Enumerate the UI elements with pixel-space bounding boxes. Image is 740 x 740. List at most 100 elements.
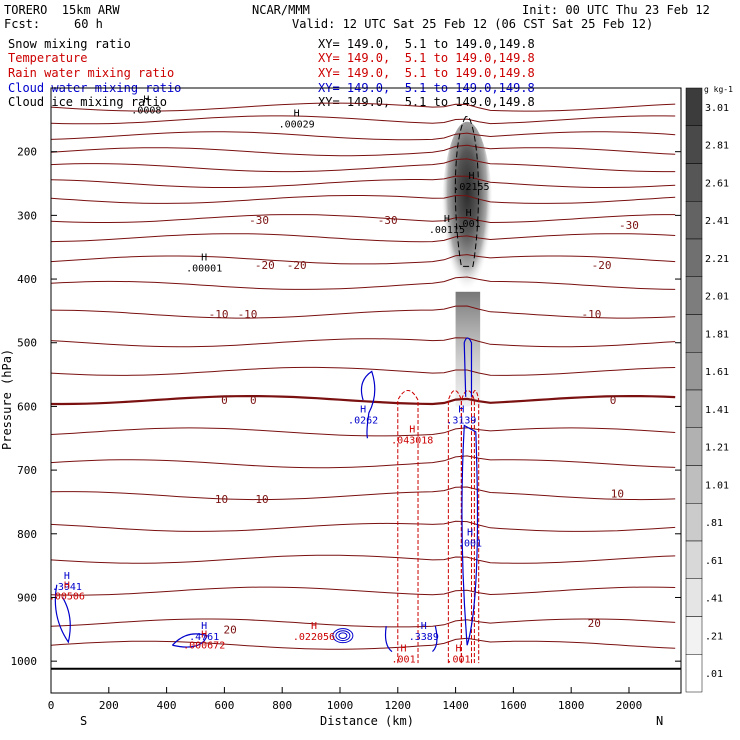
maximum-marker: H	[311, 621, 317, 632]
y-tick-label: 600	[17, 400, 37, 413]
x-tick-label: 800	[272, 699, 292, 712]
temperature-contour-label: 0	[221, 394, 228, 407]
maximum-value-label: .3941	[52, 582, 82, 593]
fcst-label: Fcst:	[4, 17, 41, 31]
cloud-water-contour	[360, 370, 376, 439]
y-tick-label: 400	[17, 273, 37, 286]
colorbar-swatch	[685, 352, 703, 391]
colorbar-swatch	[685, 616, 703, 655]
temperature-contour	[50, 486, 676, 501]
maximum-marker: H	[294, 108, 300, 119]
maximum-marker: H	[401, 643, 407, 654]
plot-frame	[50, 87, 682, 694]
temperature-contour	[50, 158, 676, 173]
maximum-marker: H	[468, 171, 474, 182]
colorbar-unit-label: g kg-1	[704, 85, 733, 94]
temperature-contour	[50, 233, 676, 243]
temperature-contour-label: -10	[238, 308, 258, 321]
y-axis-label: Pressure (hPa)	[0, 348, 14, 450]
temperature-contour-label: -30	[619, 219, 639, 232]
init-time: Init: 00 UTC Thu 23 Feb 12	[522, 3, 710, 17]
maximum-marker: H	[466, 208, 472, 219]
colorbar-label: .61	[705, 556, 723, 567]
colorbar-swatch	[685, 201, 703, 240]
temperature-contour	[51, 395, 676, 406]
y-tick-label: 200	[17, 146, 37, 159]
field-name-rain: Rain water mixing ratio	[8, 66, 175, 80]
x-tick-label: 600	[214, 699, 234, 712]
colorbar-label: .81	[705, 518, 723, 529]
x-tick-label: 1200	[385, 699, 412, 712]
maximum-value-label: .00115	[429, 225, 465, 236]
maximum-marker: H	[64, 580, 70, 591]
colorbar-label: .21	[705, 631, 723, 642]
cloud-ice-contour	[454, 116, 479, 267]
colorbar-swatch	[685, 389, 703, 428]
temperature-contour-label: 10	[611, 488, 624, 501]
maximum-marker: H	[143, 94, 149, 105]
maximum-value-label: .00029	[279, 119, 315, 130]
cloud-water-contour	[461, 424, 479, 646]
maximum-marker: H	[467, 528, 473, 539]
field-coords-temperature: XY= 149.0, 5.1 to 149.0,149.8	[318, 51, 535, 65]
y-tick-label: 300	[17, 209, 37, 222]
colorbar-swatch	[685, 503, 703, 542]
maximum-marker: H	[444, 214, 450, 225]
colorbar-swatch	[685, 125, 703, 164]
x-tick-label: 1000	[327, 699, 354, 712]
colorbar-swatch	[685, 163, 703, 202]
temperature-contour-label: -20	[592, 259, 612, 272]
maximum-value-label: .001	[458, 539, 482, 550]
org-title: NCAR/MMM	[252, 3, 310, 17]
colorbar-swatch	[685, 540, 703, 579]
colorbar-label: 2.01	[705, 292, 729, 303]
temperature-contour-label: 20	[588, 617, 601, 630]
maximum-value-label: .0008	[131, 105, 161, 116]
model-title: TORERO 15km ARW	[4, 3, 120, 17]
colorbar-label: 1.81	[705, 329, 729, 340]
temperature-contour	[50, 214, 676, 224]
y-tick-label: 700	[17, 464, 37, 477]
x-end-label-south: S	[80, 714, 88, 728]
maximum-marker: H	[201, 621, 207, 632]
maximum-marker: H	[455, 643, 461, 654]
colorbar-swatch	[685, 465, 703, 504]
colorbar-label: 2.41	[705, 216, 729, 227]
maximum-marker: H	[201, 252, 207, 263]
temperature-contour-label: -20	[287, 259, 307, 272]
colorbar-label: 2.21	[705, 254, 729, 265]
colorbar-label: .01	[705, 669, 723, 680]
colorbar-label: 1.41	[705, 405, 729, 416]
colorbar-swatch	[685, 578, 703, 617]
temperature-contour	[50, 305, 676, 319]
rain-water-contour	[397, 390, 419, 664]
maximum-value-label: .02155	[453, 182, 489, 193]
x-tick-label: 0	[48, 699, 55, 712]
temperature-contour	[50, 254, 676, 265]
maximum-value-label: .043018	[391, 435, 433, 446]
maximum-marker: H	[360, 405, 366, 416]
maximum-marker: H	[64, 571, 70, 582]
field-name-temperature: Temperature	[8, 51, 88, 65]
temperature-contour-label: 20	[224, 623, 237, 636]
cloud-water-contour	[432, 625, 438, 653]
maximum-value-label: .022056	[293, 632, 335, 643]
temperature-contour	[50, 520, 676, 532]
colorbar-swatch	[685, 276, 703, 315]
x-tick-label: 200	[99, 699, 119, 712]
temperature-contour	[50, 637, 676, 650]
temperature-contour-label: 0	[250, 394, 257, 407]
temperature-contour	[50, 144, 676, 157]
maximum-marker: H	[421, 621, 427, 632]
colorbar-swatch	[685, 238, 703, 277]
maximum-value-label: .0262	[348, 416, 378, 427]
x-tick-label: 1400	[442, 699, 469, 712]
temperature-contour	[50, 366, 676, 376]
field-coords-snow: XY= 149.0, 5.1 to 149.0,149.8	[318, 37, 535, 51]
temperature-contour	[50, 194, 676, 204]
temperature-contour-label: -30	[249, 214, 269, 227]
maximum-value-label: .4761	[189, 632, 219, 643]
temperature-contour	[50, 115, 676, 125]
